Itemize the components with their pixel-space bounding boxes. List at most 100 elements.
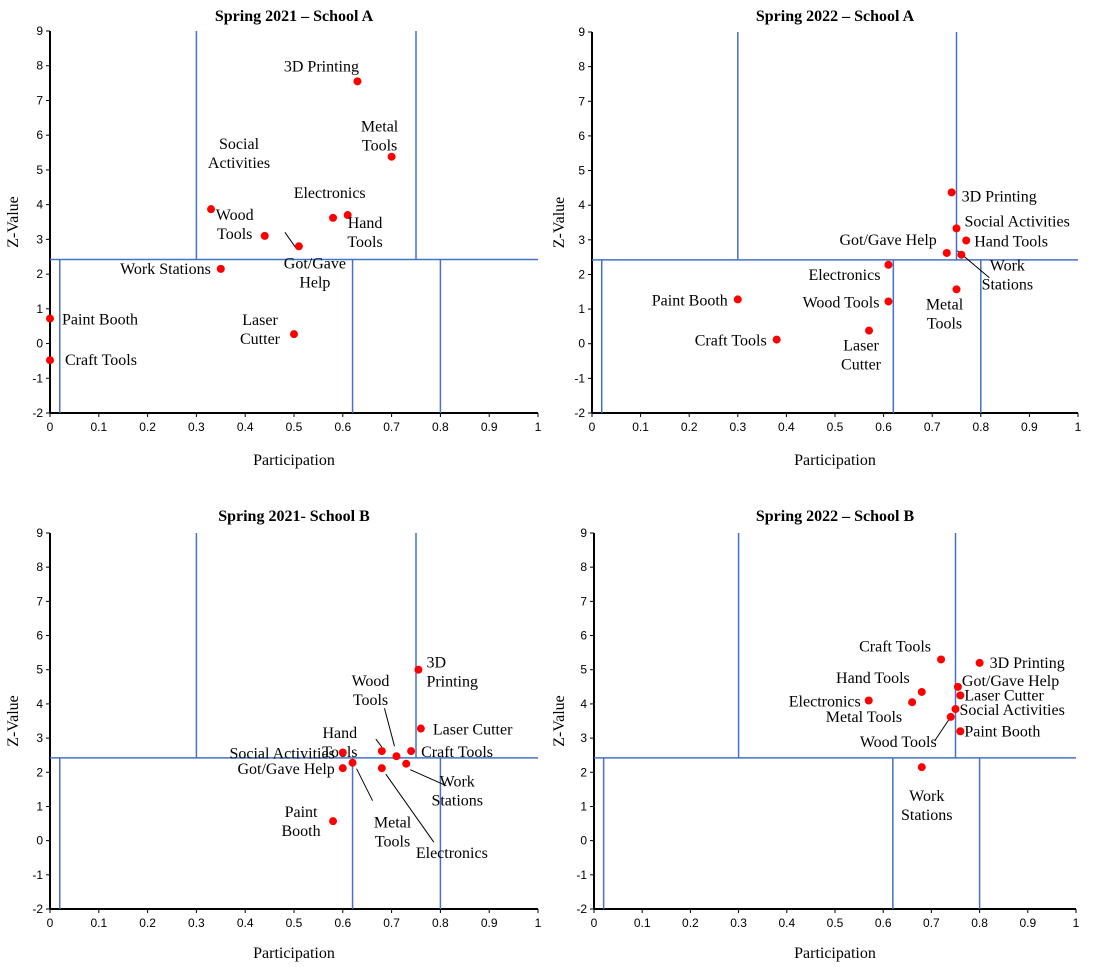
point-label: 3D Printing (962, 188, 1037, 205)
y-tick-label: 9 (578, 25, 585, 39)
x-tick-label: 0.5 (827, 420, 844, 434)
y-tick-label: 3 (578, 233, 585, 247)
y-tick-label: 8 (580, 560, 587, 574)
point-label: Paint (285, 804, 318, 821)
y-tick-label: 5 (580, 663, 587, 677)
point-label: Electronics (416, 845, 488, 862)
y-tick-label: 2 (580, 765, 587, 779)
y-tick-label: 1 (580, 799, 587, 813)
x-tick-label: 0.1 (634, 916, 651, 930)
data-point (402, 759, 411, 768)
data-point (953, 682, 962, 691)
y-tick-label: 1 (36, 302, 43, 316)
y-tick-label: 1 (578, 302, 585, 316)
y-tick-label: 6 (580, 629, 587, 643)
y-tick-label: -1 (32, 371, 43, 385)
point-label: Social Activities (960, 702, 1065, 719)
data-point (864, 696, 873, 705)
y-tick-label: 4 (36, 198, 43, 212)
data-point (952, 285, 961, 294)
point-label: Work Stations (120, 261, 211, 278)
x-tick-label: 0.8 (432, 420, 449, 434)
point-label: Printing (426, 674, 478, 691)
data-point (290, 330, 298, 339)
data-point (908, 698, 917, 707)
x-tick-label: 0.7 (383, 420, 400, 434)
point-label: Hand Tools (974, 234, 1048, 251)
x-tick-label: 1 (1073, 916, 1080, 930)
point-label: Cutter (240, 331, 281, 348)
point-label: Got/Gave Help (237, 761, 334, 778)
y-tick-label: 6 (578, 129, 585, 143)
data-point (407, 747, 416, 756)
data-point (884, 297, 893, 306)
point-label: Wood (216, 207, 254, 224)
data-point (377, 747, 386, 756)
point-label: Tools (375, 834, 410, 851)
data-point (957, 250, 966, 259)
point-label: 3D Printing (990, 655, 1065, 672)
point-label: Hand Tools (836, 670, 910, 687)
point-label: Stations (982, 277, 1034, 294)
x-tick-label: 1 (535, 420, 542, 434)
point-label: Craft Tools (859, 638, 931, 655)
point-leader-line (375, 738, 383, 748)
y-tick-label: 0 (36, 337, 43, 351)
y-tick-label: 8 (36, 59, 43, 73)
chart-spring-2021-school-a: Spring 2021 – School A -2 -1 0 1 2 3 4 5 6 7 8 9 0 0.1… (5, 8, 542, 469)
y-tick-label: 7 (580, 594, 587, 608)
y-tick-label: 5 (36, 663, 43, 677)
y-tick-label: 4 (578, 198, 585, 212)
x-tick-label: 0.6 (334, 916, 351, 930)
x-tick-label: 0.7 (924, 420, 941, 434)
y-tick-label: 7 (578, 94, 585, 108)
data-point (975, 658, 984, 667)
data-point (343, 211, 352, 220)
point-label: Craft Tools (421, 744, 493, 761)
data-point (951, 705, 960, 714)
point-label: Metal (926, 296, 964, 313)
point-label: Laser (843, 338, 879, 355)
x-tick-label: 0 (47, 916, 54, 930)
x-tick-label: 0.9 (1019, 916, 1036, 930)
y-tick-label: 3 (36, 731, 43, 745)
point-label: Cutter (841, 357, 882, 374)
data-point (917, 763, 926, 772)
point-label: Stations (901, 807, 953, 824)
point-label: Tools (217, 226, 252, 243)
chart-title: Spring 2021 – School A (215, 8, 374, 25)
chart-spring-2021-school-b: Spring 2021- School B -2 -1 0 1 2 3 4 5 6 7 8 9 0 0.1 0… (5, 508, 542, 962)
data-point (772, 335, 781, 344)
point-leader-line (356, 768, 374, 801)
point-label: Tools (362, 138, 397, 155)
y-axis-label: Z-Value (5, 196, 22, 248)
data-point (329, 817, 338, 826)
y-axis-label: Z-Value (551, 197, 568, 249)
data-point (946, 712, 955, 721)
chart-title: Spring 2022 – School A (756, 8, 915, 25)
point-label: Paint Booth (652, 292, 728, 309)
y-tick-label: 1 (36, 799, 43, 813)
y-tick-label: 9 (36, 526, 43, 540)
data-point (46, 356, 54, 365)
point-label: Metal Tools (826, 709, 902, 726)
x-tick-label: 0 (589, 420, 596, 434)
y-tick-label: 2 (36, 267, 43, 281)
point-label: Hand (323, 725, 358, 742)
point-label: Activities (208, 155, 270, 172)
point-label: Work (440, 774, 475, 791)
point-label: Tools (347, 234, 382, 251)
x-axis-label: Participation (794, 452, 876, 469)
chart-spring-2022-school-b: Spring 2022 – School B -2 -1 0 1 2 3 4 5 6 7 8 9 0 0.1… (551, 508, 1080, 962)
point-label: Got/Gave Help (962, 673, 1059, 690)
data-point (329, 213, 338, 222)
point-label: 3D (426, 655, 446, 672)
data-point (46, 314, 54, 323)
x-tick-label: 0.4 (778, 916, 795, 930)
x-tick-label: 0.5 (827, 916, 844, 930)
x-tick-label: 0.6 (334, 420, 351, 434)
data-point (216, 264, 225, 273)
point-label: Paint Booth (62, 312, 138, 329)
x-tick-label: 0.1 (632, 420, 649, 434)
x-tick-label: 0.4 (237, 916, 254, 930)
